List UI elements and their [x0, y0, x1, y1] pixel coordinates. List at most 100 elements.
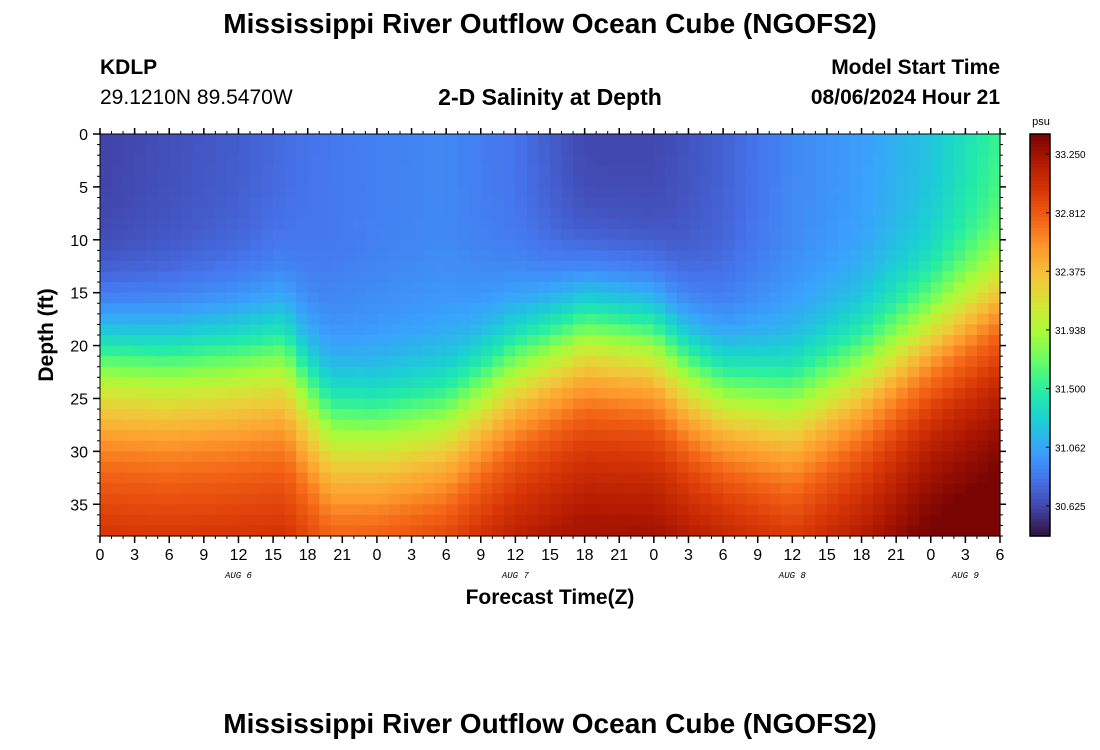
heatmap-cell: [561, 461, 574, 474]
heatmap-cell: [157, 504, 170, 516]
heatmap-cell: [342, 440, 355, 452]
heatmap-cell: [584, 239, 597, 251]
heatmap-cell: [226, 419, 240, 431]
heatmap-cell: [180, 451, 193, 463]
heatmap-cell: [584, 514, 597, 527]
heatmap-cell: [665, 419, 678, 431]
heatmap-cell: [607, 218, 620, 230]
heatmap-cell: [896, 504, 909, 516]
colorbar-tick-label: 32.812: [1055, 209, 1086, 220]
heatmap-cell: [803, 208, 816, 220]
heatmap-cell: [434, 493, 447, 505]
heatmap-cell: [457, 461, 470, 474]
heatmap-cell: [688, 197, 701, 209]
heatmap-cell: [342, 472, 355, 484]
heatmap-cell: [803, 313, 816, 326]
heatmap-cell: [619, 218, 632, 230]
heatmap-cell: [769, 356, 782, 368]
heatmap-cell: [573, 398, 586, 410]
heatmap-cell: [965, 525, 978, 537]
heatmap-cell: [134, 155, 147, 167]
heatmap-cell: [469, 430, 482, 442]
heatmap-cell: [376, 260, 390, 273]
heatmap-cell: [838, 155, 851, 167]
heatmap-cell: [353, 313, 366, 326]
heatmap-cell: [469, 155, 482, 167]
heatmap-cell: [215, 335, 228, 347]
heatmap-cell: [642, 335, 655, 347]
heatmap-cell: [584, 419, 597, 431]
heatmap-cell: [780, 176, 793, 188]
colorbar: 33.25032.81232.37531.93831.50031.06230.6…: [1029, 133, 1086, 537]
heatmap-cell: [123, 409, 136, 421]
heatmap-cell: [792, 324, 805, 336]
heatmap-cell: [665, 335, 678, 347]
heatmap-cell: [376, 324, 390, 336]
colorbar-segment: [1030, 418, 1050, 423]
heatmap-cell: [446, 419, 459, 431]
heatmap-cell: [700, 155, 713, 167]
heatmap-cell: [307, 472, 320, 484]
heatmap-cell: [815, 313, 828, 326]
heatmap-cell: [711, 229, 724, 241]
heatmap-cell: [515, 313, 528, 326]
heatmap-cell: [769, 430, 782, 442]
heatmap-cell: [296, 493, 309, 505]
heatmap-cell: [157, 440, 170, 452]
heatmap-cell: [838, 430, 851, 442]
heatmap-cell: [596, 461, 609, 474]
heatmap-cell: [642, 472, 655, 484]
heatmap-cell: [953, 229, 966, 241]
heatmap-cell: [157, 451, 170, 463]
chart-axes: 0 3 6 9 12 15 18 21 0 3 6 9 12 15 18 21 0 3 6 9 12 15 18 21 0 3 6A…: [70, 127, 1006, 581]
heatmap-cell: [619, 525, 632, 537]
heatmap-cell: [688, 356, 701, 368]
heatmap-cell: [919, 165, 932, 177]
heatmap-cell: [861, 493, 874, 505]
heatmap-cell: [826, 514, 840, 527]
heatmap-cell: [769, 335, 782, 347]
heatmap-cell: [723, 514, 736, 527]
heatmap-cell: [376, 165, 390, 177]
heatmap-cell: [273, 345, 286, 357]
heatmap-cell: [157, 271, 170, 283]
heatmap-cell: [411, 483, 424, 495]
model-start-label: Model Start Time: [831, 56, 1000, 79]
heatmap-cell: [446, 260, 459, 273]
heatmap-cell: [907, 197, 920, 209]
heatmap-cell: [146, 165, 159, 177]
heatmap-cell: [261, 377, 274, 389]
heatmap-cell: [988, 377, 1001, 389]
heatmap-cell: [134, 398, 147, 410]
heatmap-cell: [953, 144, 966, 156]
heatmap-cell: [792, 377, 805, 389]
heatmap-cell: [457, 472, 470, 484]
heatmap-cell: [434, 335, 447, 347]
heatmap-cell: [861, 271, 874, 283]
heatmap-cell: [284, 514, 297, 527]
heatmap-cell: [538, 451, 551, 463]
heatmap-cell: [330, 472, 343, 484]
heatmap-cell: [700, 419, 713, 431]
heatmap-cell: [538, 144, 551, 156]
heatmap-cell: [861, 409, 874, 421]
heatmap-cell: [123, 186, 136, 199]
heatmap-cell: [930, 260, 943, 273]
heatmap-cell: [988, 144, 1001, 156]
heatmap-cell: [896, 229, 909, 241]
heatmap-cell: [250, 292, 263, 304]
heatmap-cell: [815, 472, 828, 484]
heatmap-cell: [550, 155, 563, 167]
heatmap-cell: [988, 398, 1001, 410]
heatmap-cell: [942, 176, 955, 188]
heatmap-cell: [861, 313, 874, 326]
heatmap-cell: [573, 208, 586, 220]
heatmap-cell: [769, 197, 782, 209]
heatmap-cell: [250, 197, 263, 209]
heatmap-cell: [134, 461, 147, 474]
heatmap-cell: [434, 186, 447, 199]
heatmap-cell: [423, 313, 436, 326]
heatmap-cell: [607, 335, 620, 347]
heatmap-cell: [330, 186, 343, 199]
heatmap-cell: [169, 282, 182, 294]
